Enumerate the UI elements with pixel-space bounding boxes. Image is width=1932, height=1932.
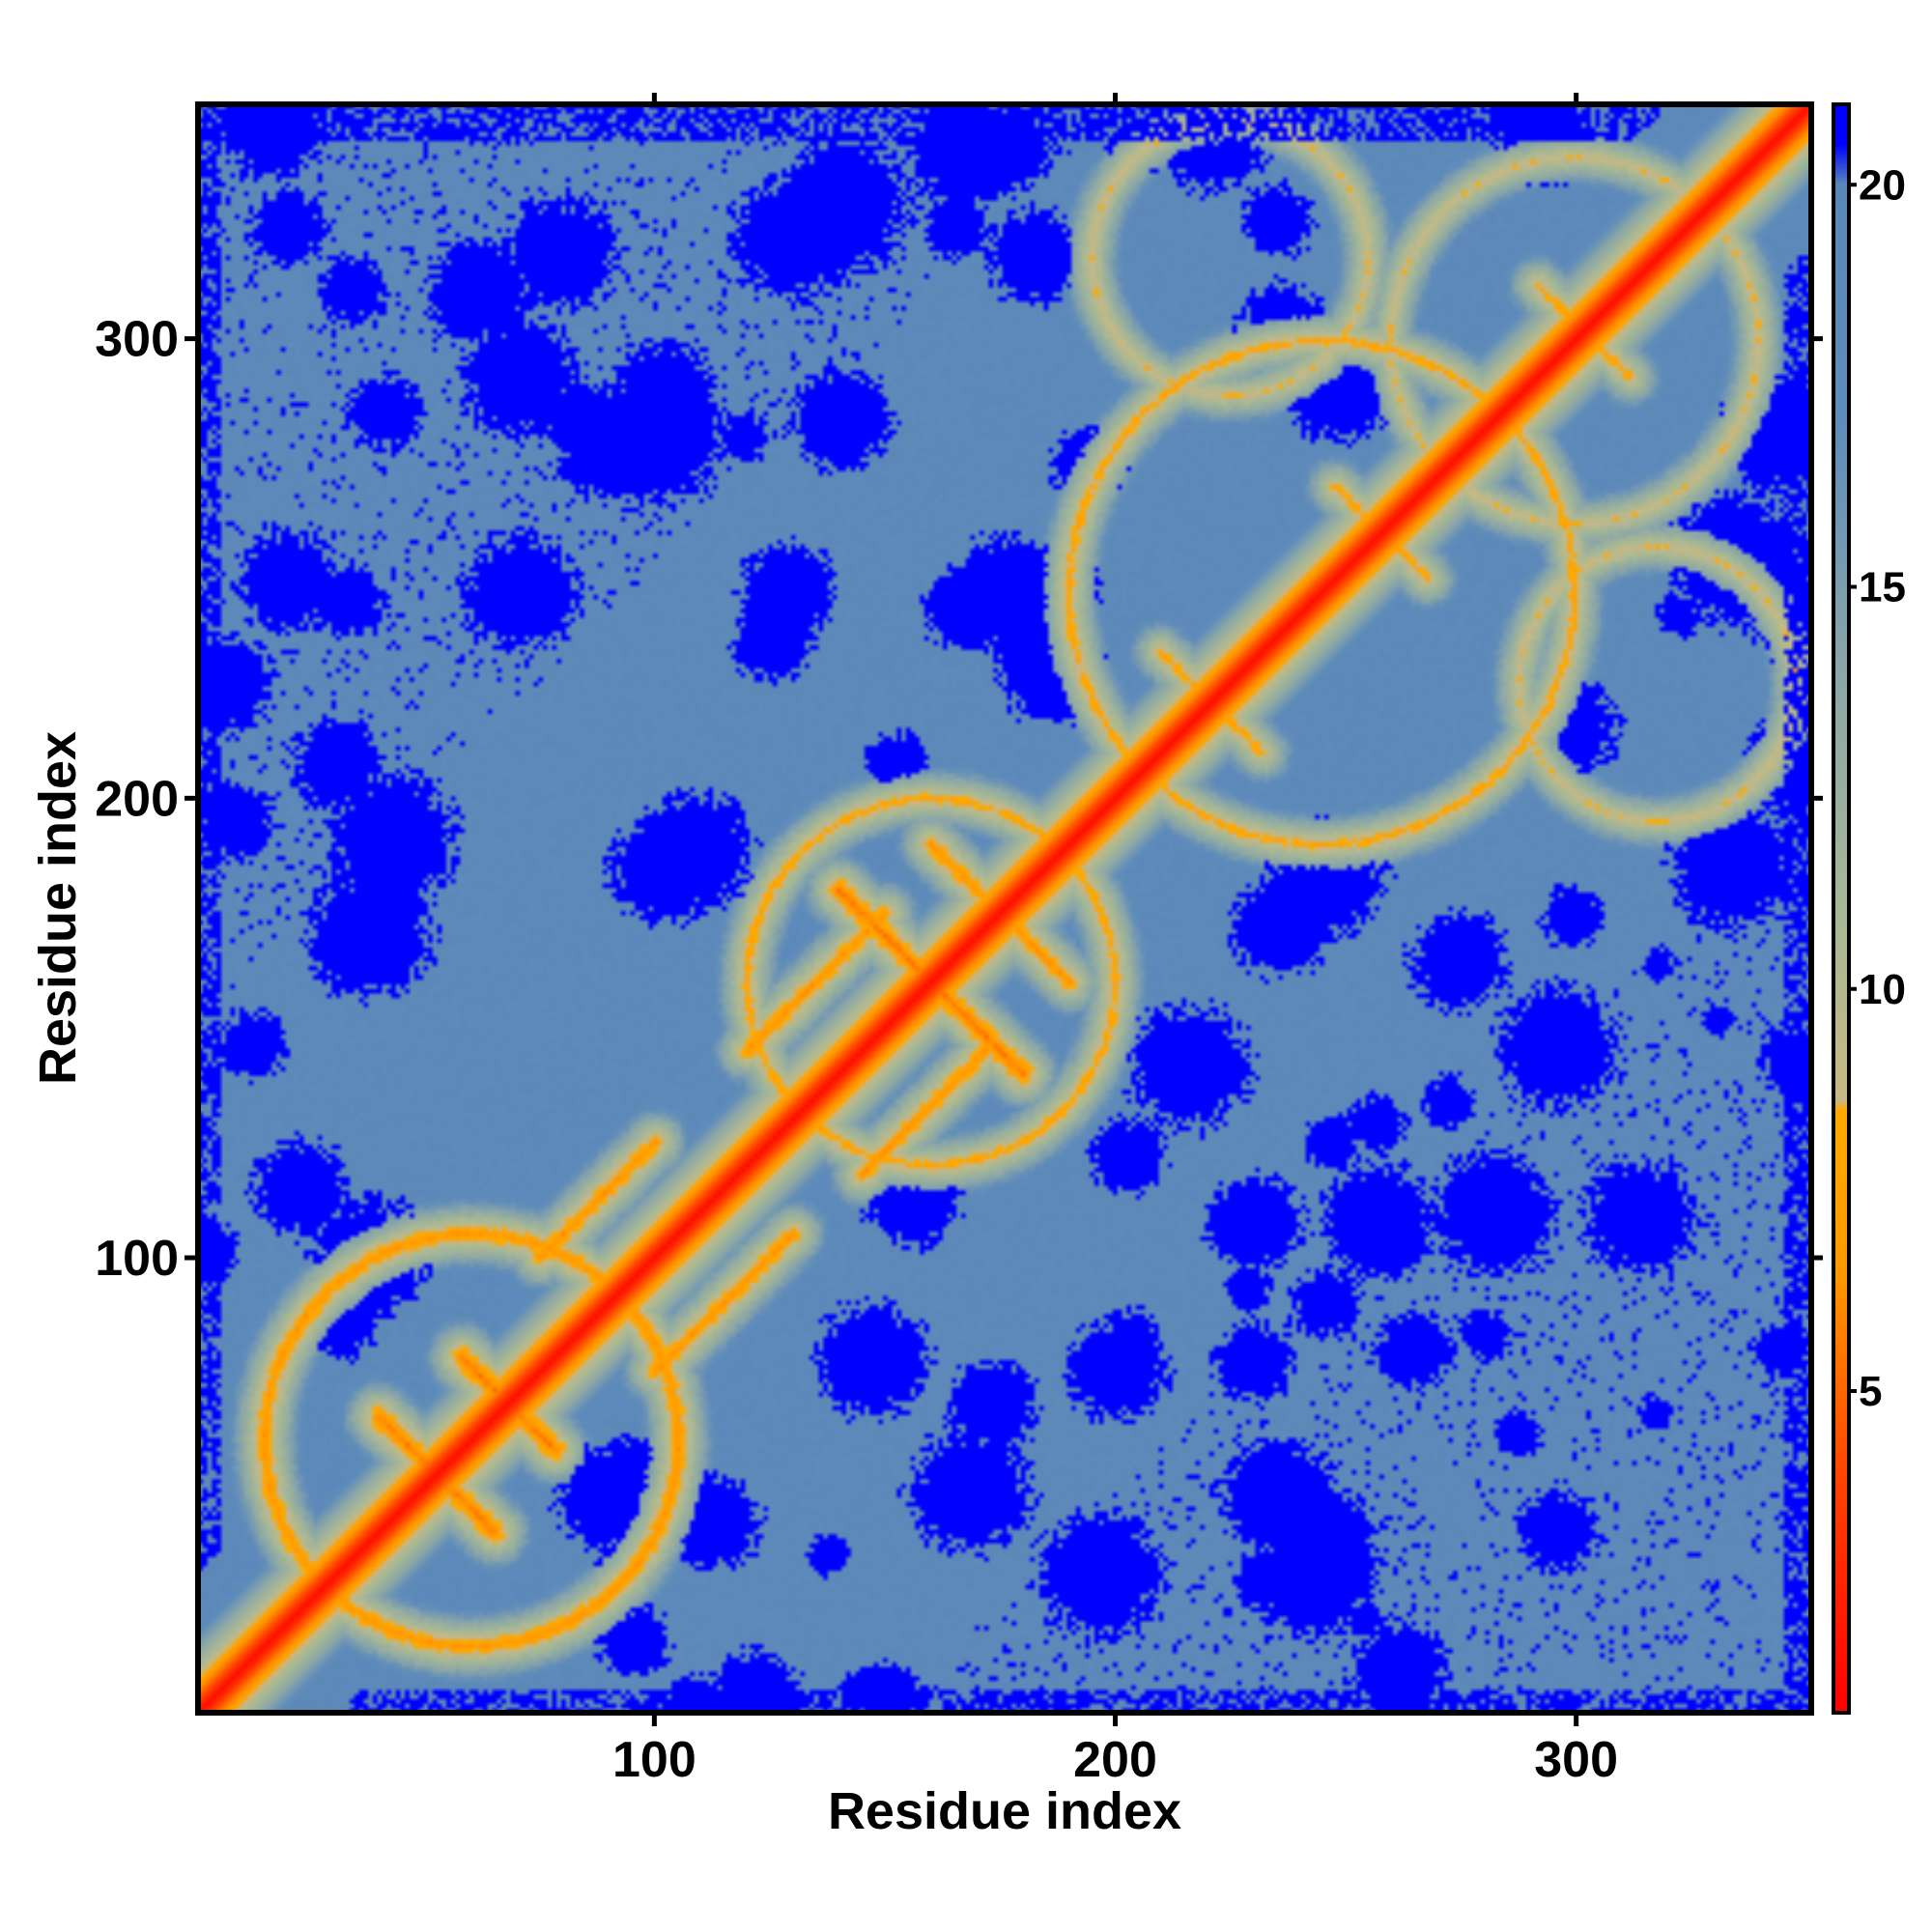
colorbar xyxy=(1832,102,1851,1715)
x-axis: 100 200 300 xyxy=(612,93,1618,1788)
colorbar-tick-label: 10 xyxy=(1859,966,1906,1013)
y-axis: 100 200 300 xyxy=(95,312,1823,1287)
colorbar-tick-label: 15 xyxy=(1859,564,1906,611)
x-tick-label: 300 xyxy=(1534,1732,1618,1788)
plot-frame xyxy=(195,101,1814,1716)
y-tick-label: 300 xyxy=(95,312,179,368)
colorbar-tick-label: 20 xyxy=(1859,161,1906,209)
x-axis-title: Residue index xyxy=(828,1782,1181,1840)
y-tick-label: 200 xyxy=(95,771,179,827)
y-axis-title: Residue index xyxy=(29,731,87,1085)
colorbar-tick-label: 5 xyxy=(1859,1368,1882,1415)
colorbar-ticks: 5 10 15 20 xyxy=(1849,161,1906,1415)
x-tick-label: 100 xyxy=(612,1732,696,1788)
x-tick-label: 200 xyxy=(1073,1732,1157,1788)
y-tick-label: 100 xyxy=(95,1231,179,1287)
heatmap-image xyxy=(198,104,1811,1713)
